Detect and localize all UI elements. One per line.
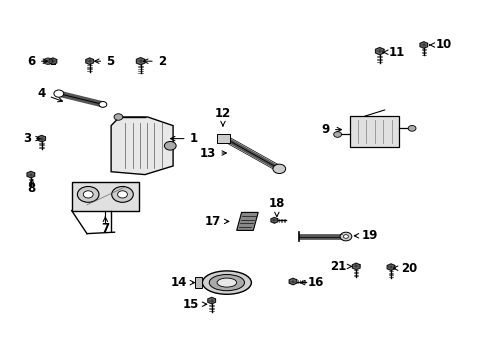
Text: 13: 13 bbox=[200, 147, 226, 159]
Text: 21: 21 bbox=[330, 260, 352, 273]
Text: 5: 5 bbox=[95, 55, 114, 68]
Text: 9: 9 bbox=[322, 123, 342, 136]
Circle shape bbox=[77, 186, 99, 202]
Polygon shape bbox=[271, 217, 278, 223]
Polygon shape bbox=[86, 58, 94, 64]
FancyBboxPatch shape bbox=[217, 134, 230, 143]
Polygon shape bbox=[195, 277, 202, 288]
Polygon shape bbox=[111, 117, 173, 175]
Text: 1: 1 bbox=[171, 132, 197, 145]
Polygon shape bbox=[289, 278, 297, 285]
Text: 19: 19 bbox=[354, 229, 378, 242]
Circle shape bbox=[164, 141, 176, 150]
Circle shape bbox=[340, 232, 352, 241]
Text: 3: 3 bbox=[23, 132, 40, 145]
Polygon shape bbox=[72, 182, 139, 211]
FancyBboxPatch shape bbox=[350, 116, 399, 147]
Circle shape bbox=[54, 90, 64, 97]
Text: 10: 10 bbox=[430, 39, 452, 51]
Circle shape bbox=[83, 191, 93, 198]
Circle shape bbox=[44, 58, 52, 64]
Polygon shape bbox=[352, 263, 360, 270]
Text: 20: 20 bbox=[393, 262, 417, 275]
Polygon shape bbox=[136, 58, 145, 65]
Circle shape bbox=[114, 114, 123, 120]
Polygon shape bbox=[237, 212, 258, 230]
Circle shape bbox=[408, 126, 416, 131]
Text: 11: 11 bbox=[383, 46, 405, 59]
Text: 2: 2 bbox=[144, 55, 166, 68]
Text: 16: 16 bbox=[300, 276, 324, 289]
Circle shape bbox=[343, 235, 348, 238]
Text: 6: 6 bbox=[28, 55, 48, 68]
Text: 8: 8 bbox=[28, 179, 36, 195]
Polygon shape bbox=[420, 42, 428, 48]
Polygon shape bbox=[27, 171, 35, 178]
Circle shape bbox=[118, 191, 127, 198]
Text: 4: 4 bbox=[38, 87, 62, 102]
Polygon shape bbox=[38, 135, 46, 142]
Circle shape bbox=[334, 131, 342, 137]
Text: 18: 18 bbox=[269, 197, 285, 217]
Circle shape bbox=[112, 186, 133, 202]
Polygon shape bbox=[208, 297, 216, 304]
Circle shape bbox=[273, 164, 286, 174]
Polygon shape bbox=[387, 264, 395, 270]
Polygon shape bbox=[49, 58, 57, 64]
Circle shape bbox=[99, 102, 107, 107]
Text: 17: 17 bbox=[205, 215, 229, 228]
Text: 15: 15 bbox=[183, 298, 207, 311]
Text: 7: 7 bbox=[101, 216, 109, 235]
Ellipse shape bbox=[209, 274, 245, 291]
Ellipse shape bbox=[217, 278, 237, 287]
Text: 14: 14 bbox=[171, 276, 195, 289]
Polygon shape bbox=[375, 48, 384, 55]
Text: 12: 12 bbox=[215, 107, 231, 126]
Ellipse shape bbox=[202, 271, 251, 294]
